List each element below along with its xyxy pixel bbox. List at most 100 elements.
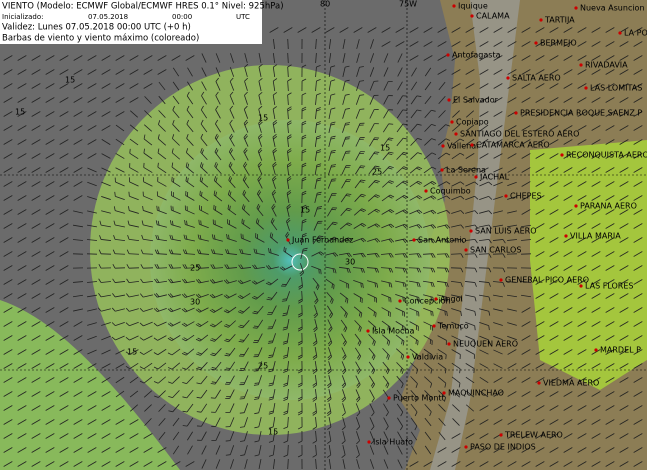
- wind-barb: [356, 39, 360, 49]
- barb-flag: [359, 66, 364, 68]
- barb-flag: [257, 205, 261, 210]
- wind-barb: [633, 195, 643, 201]
- wind-barb: [619, 167, 629, 173]
- barb-staff: [101, 167, 111, 173]
- barb-staff: [577, 167, 587, 173]
- barb-staff: [31, 153, 41, 159]
- wind-barb: [633, 167, 643, 173]
- wind-barb: [59, 111, 69, 117]
- wind-barb: [157, 134, 167, 146]
- barb-flag: [403, 180, 409, 184]
- barb-flag: [347, 207, 352, 210]
- barb-staff: [438, 81, 446, 91]
- barb-flag: [172, 120, 175, 125]
- wind-barb: [563, 181, 573, 187]
- barb-staff: [59, 55, 69, 61]
- wind-barb: [128, 177, 139, 187]
- barb-staff: [129, 224, 139, 228]
- barb-staff: [619, 83, 629, 89]
- wind-barb: [287, 148, 292, 162]
- place-dot: [584, 86, 588, 90]
- barb-staff: [287, 52, 289, 64]
- wind-barb: [633, 55, 643, 61]
- barb-staff: [158, 81, 166, 91]
- barb-flag: [286, 203, 291, 208]
- wind-barb: [396, 109, 408, 119]
- wind-barb: [101, 153, 111, 159]
- wind-barb: [212, 219, 223, 229]
- barb-flag: [272, 161, 277, 166]
- wind-barb: [465, 110, 475, 118]
- wind-barb: [535, 209, 545, 215]
- barb-staff: [479, 27, 489, 33]
- barb-staff: [200, 137, 208, 147]
- barb-flag: [227, 190, 231, 195]
- barb-flag: [331, 164, 337, 166]
- barb-flag: [272, 205, 276, 210]
- barb-staff: [451, 41, 461, 47]
- wind-barb: [341, 136, 351, 147]
- barb-staff: [438, 95, 446, 105]
- barb-staff: [200, 123, 208, 133]
- barb-staff: [437, 195, 447, 201]
- barb-flag: [302, 220, 307, 224]
- barb-staff: [157, 152, 167, 160]
- wind-barb: [31, 209, 41, 215]
- place-label: SAN CARLOS: [470, 246, 521, 255]
- wind-barb: [314, 206, 323, 217]
- wind-barb: [465, 27, 475, 33]
- barb-staff: [172, 109, 180, 119]
- barb-staff: [535, 97, 545, 103]
- wind-barb: [286, 190, 292, 203]
- wind-barb: [591, 97, 601, 103]
- barb-flag: [401, 153, 407, 156]
- barb-flag: [387, 167, 393, 170]
- barb-flag: [242, 189, 245, 195]
- wind-barb: [382, 180, 395, 188]
- wind-barb: [479, 224, 492, 229]
- barb-staff: [465, 27, 475, 33]
- barb-staff: [493, 196, 503, 200]
- barb-flag: [258, 121, 263, 126]
- barb-staff: [31, 223, 41, 229]
- barb-staff: [31, 55, 41, 61]
- place-dot: [579, 284, 583, 288]
- barb-flag: [215, 77, 219, 82]
- wind-barb: [353, 208, 367, 216]
- wind-barb: [397, 81, 403, 91]
- wind-barb: [451, 195, 465, 201]
- wind-barb: [187, 81, 193, 91]
- barb-staff: [31, 167, 41, 173]
- wind-barb: [577, 55, 587, 61]
- wind-barb: [101, 111, 111, 117]
- barb-flag: [460, 210, 465, 214]
- barb-staff: [144, 96, 152, 104]
- barb-flag: [316, 193, 322, 196]
- wind-barb: [493, 125, 503, 131]
- barb-staff: [633, 97, 643, 103]
- place-dot: [447, 342, 451, 346]
- wind-barb: [341, 150, 351, 161]
- barb-flag: [229, 91, 234, 96]
- place-dot: [574, 204, 578, 208]
- barb-flag: [258, 133, 262, 138]
- andes: [430, 0, 520, 470]
- wind-barb: [354, 193, 366, 202]
- barb-staff: [158, 95, 166, 105]
- barb-staff: [633, 125, 643, 131]
- barb-staff: [325, 27, 335, 33]
- place-label: JACHAL: [479, 173, 510, 182]
- wind-barb: [272, 161, 277, 175]
- wind-barb: [424, 124, 436, 132]
- wind-barb: [356, 80, 365, 91]
- barb-flag: [186, 119, 190, 125]
- barb-flag: [214, 220, 216, 225]
- barb-staff: [315, 94, 317, 106]
- wind-barb: [129, 55, 139, 61]
- barb-staff: [342, 67, 346, 77]
- wind-barb: [272, 175, 277, 189]
- wind-barb: [325, 27, 335, 33]
- barb-staff: [493, 167, 503, 173]
- barb-flag: [287, 148, 292, 152]
- barb-staff: [633, 167, 643, 173]
